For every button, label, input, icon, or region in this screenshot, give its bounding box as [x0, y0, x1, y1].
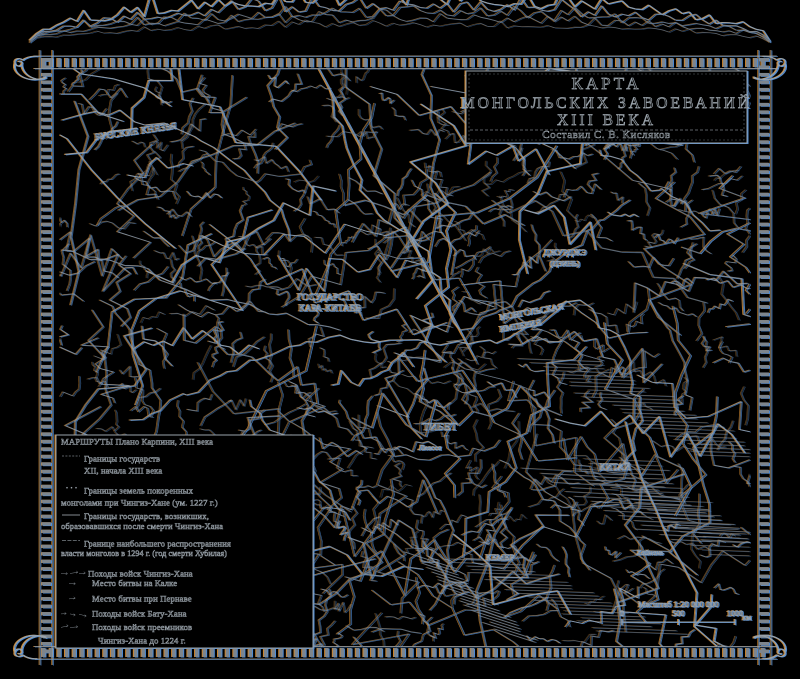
svg-text:Походы войск преемников: Походы войск преемников	[92, 622, 192, 632]
svg-text:ГОСУДАРСТВО: ГОСУДАРСТВО	[297, 292, 363, 302]
svg-text:ТИБЕТ: ТИБЕТ	[423, 421, 458, 433]
svg-text:ДЖУРДЖЭ: ДЖУРДЖЭ	[543, 247, 586, 257]
svg-text:км: км	[742, 613, 751, 622]
svg-text:КИТАЙ: КИТАЙ	[599, 462, 630, 472]
svg-text:образовавшихся после смерти Чи: образовавшихся после смерти Чингиз-Хана	[61, 521, 223, 531]
svg-text:МАРШРУТЫ Плано Карпини, XIII в: МАРШРУТЫ Плано Карпини, XIII века	[61, 437, 213, 447]
svg-text:Походы войск Чингиз-Хана: Походы войск Чингиз-Хана	[88, 568, 193, 578]
svg-text:0: 0	[620, 609, 624, 618]
svg-text:Место битвы на Калке: Место битвы на Калке	[92, 578, 177, 588]
svg-text:Чингиз-Хана до 1224 г.: Чингиз-Хана до 1224 г.	[98, 636, 186, 646]
svg-text:XIII ВЕКА: XIII ВЕКА	[557, 112, 656, 129]
svg-text:500: 500	[672, 609, 684, 618]
svg-text:Лхасса: Лхасса	[418, 443, 442, 452]
svg-text:Составил С. В. Кисляков: Составил С. В. Кисляков	[542, 129, 670, 141]
svg-text:1000: 1000	[727, 609, 743, 618]
svg-text:КЕМЕР: КЕМЕР	[486, 552, 515, 562]
svg-text:МОНГОЛЬСКИХ ЗАВОЕВАНИЙ: МОНГОЛЬСКИХ ЗАВОЕВАНИЙ	[461, 95, 752, 112]
svg-text:Границы земель покоренных: Границы земель покоренных	[84, 486, 194, 496]
svg-text:монголами при Чингиз-Хане (ум.: монголами при Чингиз-Хане (ум. 1227 г.)	[61, 498, 218, 508]
svg-text:власти монголов в 1294 г. (год: власти монголов в 1294 г. (год смерти Ху…	[61, 549, 227, 558]
svg-text:Границы государств, возникших,: Границы государств, возникших,	[84, 511, 209, 521]
svg-text:Границы государств: Границы государств	[84, 454, 160, 464]
svg-text:Масштаб 1:20 000 000: Масштаб 1:20 000 000	[638, 600, 719, 609]
svg-text:XII, начала XIII века: XII, начала XIII века	[84, 465, 162, 475]
svg-text:Место битвы при Пернаве: Место битвы при Пернаве	[92, 593, 192, 603]
svg-text:(ЦЗИНЬ): (ЦЗИНЬ)	[550, 259, 580, 268]
svg-text:Границе наибольшего распростра: Границе наибольшего распространения	[84, 539, 231, 549]
svg-text:КАРТА: КАРТА	[571, 74, 641, 93]
svg-text:Походы войск Бату-Хана: Походы войск Бату-Хана	[92, 609, 187, 619]
svg-text:КАРА-КИТАЕВ: КАРА-КИТАЕВ	[299, 303, 362, 313]
svg-text:Хайнань: Хайнань	[635, 548, 664, 557]
